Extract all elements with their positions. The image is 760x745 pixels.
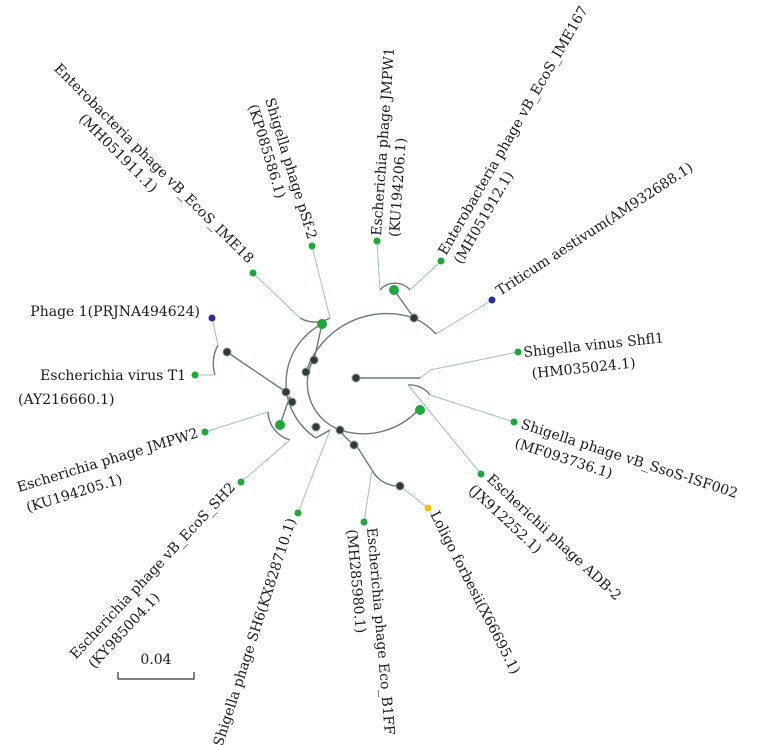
leaf-branch-phage1 <box>212 318 218 345</box>
internal-node <box>288 398 296 406</box>
leaf-tip-ime167 <box>438 258 445 265</box>
taxon-label-loligo: Loligo forbesii(X66695.1) <box>426 509 522 678</box>
internal-node <box>312 423 320 431</box>
leaf-branch-psf2 <box>312 246 330 318</box>
leaf-branch-eco <box>364 470 372 522</box>
internal-node <box>336 426 344 434</box>
branch-arc-outer <box>286 324 322 438</box>
leaf-tip-sh2 <box>238 479 245 486</box>
internal-node <box>396 482 404 490</box>
leaf-tip-t1 <box>192 372 199 379</box>
branch-arc-t1 <box>213 345 218 375</box>
branch-arc-mid <box>307 360 340 430</box>
internal-node <box>223 348 231 356</box>
internal-node <box>302 368 310 376</box>
branch-ime18-stem <box>314 324 322 360</box>
taxon-label-ime18: Enterobacteria phage vB_EcoS_IME18 <box>50 61 256 267</box>
leaf-branch-shfl1 <box>420 352 518 378</box>
taxon-label-shfl1: Shigella vinus Shfl1 <box>523 330 665 361</box>
support-node <box>275 420 285 430</box>
support-node <box>317 319 327 329</box>
internal-node <box>350 441 358 449</box>
tree-branches <box>213 283 436 486</box>
leaf-branch-jmpw1 <box>377 241 380 290</box>
taxon-label-phage1: Phage 1(PRJNA494624) <box>30 304 200 320</box>
taxon-label-triticum: Triticum aestivum(AM932688.1) <box>493 160 696 300</box>
leaf-tip-jmpw2 <box>202 429 209 436</box>
branch-t1-stem <box>227 352 286 392</box>
internal-node <box>410 314 418 322</box>
leaf-tip-ime18 <box>250 270 257 277</box>
leaf-branch-ime167 <box>410 261 441 290</box>
scale-bar-label: 0.04 <box>140 652 171 668</box>
leaf-tip-psf2 <box>309 243 316 250</box>
support-node <box>389 285 399 295</box>
scale-bar-line <box>118 672 194 679</box>
branch-arc-lower-right <box>340 408 420 434</box>
branch-arc-isf002 <box>408 385 430 395</box>
internal-node <box>352 374 360 382</box>
leaf-branch-isf002 <box>430 395 514 422</box>
leaf-tip-jmpw1 <box>374 238 381 245</box>
taxon-acc-eco: (MH285980.1) <box>343 529 368 634</box>
taxon-labels: Enterobacteria phage vB_EcoS_IME18 (MH05… <box>15 4 739 745</box>
leaf-tip-isf002 <box>511 419 518 426</box>
leaf-tip-adb2 <box>478 471 485 478</box>
branch-eco-loligo <box>356 445 372 470</box>
scale-bar: 0.04 <box>118 652 194 679</box>
internal-nodes <box>223 314 418 490</box>
leaf-branch-sh2 <box>241 440 290 482</box>
leaf-tip-phage1 <box>209 315 216 322</box>
taxon-acc-t1: (AY216660.1) <box>18 392 115 408</box>
leaf-tip-sh6 <box>295 510 302 517</box>
taxon-label-t1: Escherichia virus T1 <box>40 368 186 384</box>
taxon-label-adb2: Escherichii phage ADB-2 <box>483 471 624 604</box>
leaf-tip-shfl1 <box>515 349 522 356</box>
leaf-tip-eco <box>361 519 368 526</box>
leaf-branch-jmpw2 <box>205 412 268 432</box>
branch-arc-loligo <box>372 470 400 486</box>
leaf-branch-triticum <box>436 300 492 334</box>
internal-node <box>282 388 290 396</box>
taxon-label-sh6: Shigella phage SH6(KX828710.1) <box>211 516 300 745</box>
support-node <box>415 405 425 415</box>
leaf-tip-triticum <box>489 297 496 304</box>
leaf-branch-loligo <box>400 486 428 508</box>
leaf-tip-loligo <box>425 505 432 512</box>
leaf-branch-adb2 <box>408 385 481 474</box>
taxon-label-ime167: Enterobacteria phage vB_EcoS_IME167 <box>436 4 592 258</box>
internal-node <box>310 356 318 364</box>
support-nodes <box>275 285 425 430</box>
taxon-label-sh2: Escherichia phage vB_EcoS_SH2 <box>67 480 239 663</box>
taxon-acc-shfl1: (HM035024.1) <box>531 355 636 382</box>
leaf-branch-sh6 <box>298 430 330 513</box>
leaf-branch-ime18 <box>253 273 300 318</box>
